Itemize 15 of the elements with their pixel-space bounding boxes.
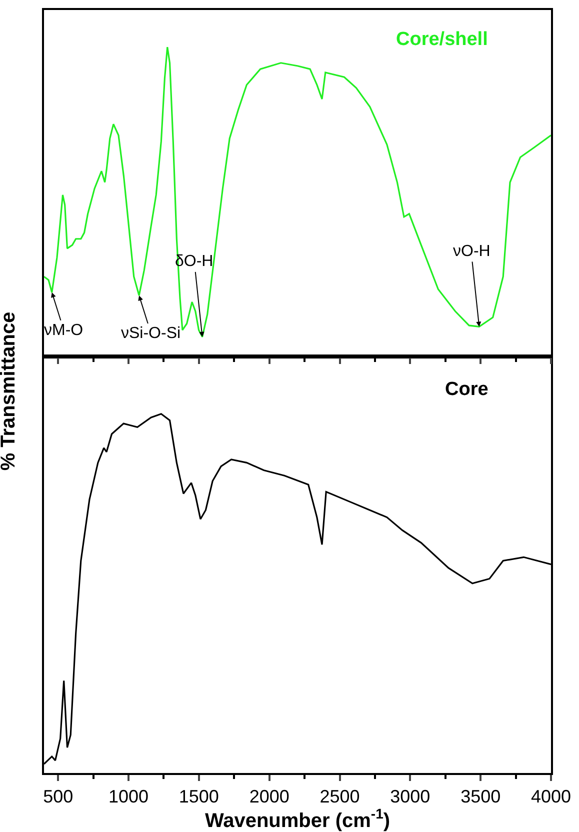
x-tick-label: 1000 (108, 786, 149, 806)
x-tick-label: 2500 (320, 786, 360, 806)
annotation: νSi-O-Si (121, 325, 181, 342)
x-tick-label: 4000 (530, 786, 572, 806)
x-tick-label: 2000 (249, 786, 290, 806)
x-tick-label: 500 (43, 786, 74, 806)
x-axis-title: Wavenumber (cm$^{-1}$) (204, 806, 390, 832)
text: Core/shell (396, 29, 488, 50)
y-axis-title: % Transmittance (0, 312, 20, 471)
x-tick-label: 1500 (178, 786, 219, 806)
x-tick-label: 3500 (460, 786, 501, 806)
annotation: νM-O (44, 322, 84, 339)
text: Core (445, 379, 488, 400)
annotation: νO-H (453, 243, 490, 260)
x-tick-label: 3000 (390, 786, 430, 806)
